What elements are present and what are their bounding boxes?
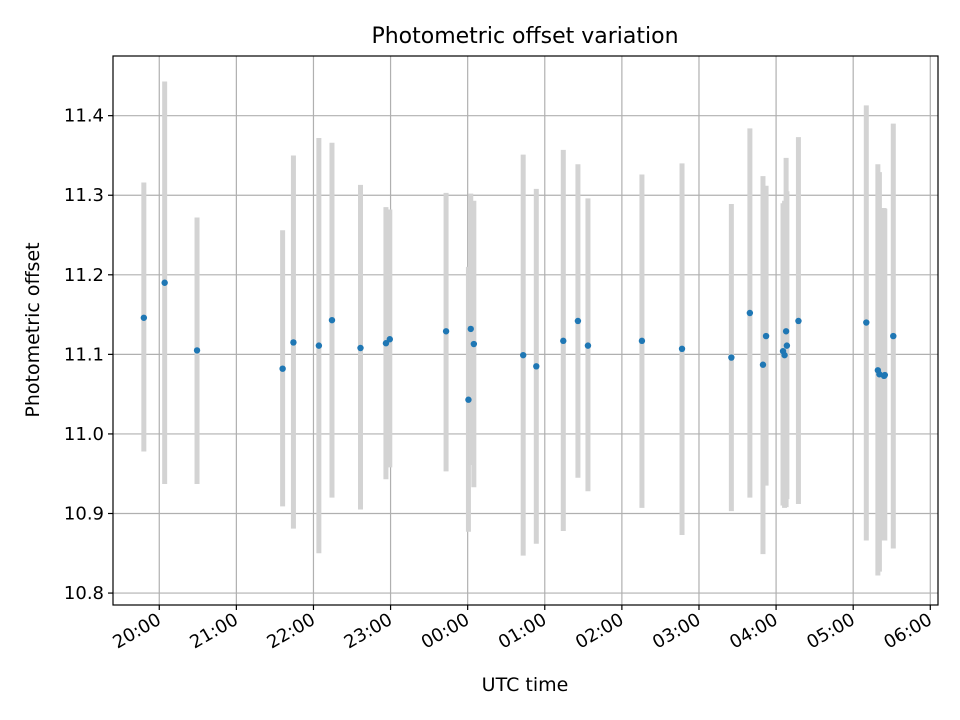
chart-title: Photometric offset variation (371, 24, 678, 49)
data-point (533, 363, 540, 370)
y-tick-label: 10.8 (64, 583, 104, 604)
data-point (746, 309, 754, 317)
data-point (290, 339, 297, 346)
data-point (442, 328, 450, 335)
y-tick-label: 11.3 (64, 185, 104, 206)
data-point (315, 342, 323, 349)
data-point (759, 361, 767, 368)
data-point (357, 344, 364, 352)
y-tick-label: 11.0 (64, 424, 104, 445)
data-point (467, 325, 474, 333)
data-point (782, 328, 790, 335)
y-tick-label: 10.9 (64, 504, 104, 525)
y-axis-label: Photometric offset (22, 242, 44, 417)
data-point (574, 317, 582, 325)
data-point (470, 340, 478, 348)
data-point (863, 319, 870, 326)
data-point (279, 365, 286, 372)
x-axis-label: UTC time (482, 674, 569, 696)
data-point (193, 347, 201, 354)
data-point (161, 279, 168, 286)
data-point (328, 316, 336, 324)
data-point (678, 345, 686, 352)
y-tick-label: 11.1 (64, 344, 104, 365)
y-tick-label: 11.2 (64, 265, 104, 286)
data-point (728, 354, 735, 361)
data-point (382, 340, 390, 347)
data-point (386, 336, 393, 343)
data-point (783, 342, 791, 349)
data-points (140, 279, 897, 403)
data-point (584, 342, 592, 349)
data-point (465, 396, 472, 403)
data-point (560, 337, 567, 345)
plot-frame (112, 55, 939, 606)
data-point (762, 332, 770, 340)
data-point (890, 332, 897, 340)
data-point (140, 314, 148, 321)
data-point (881, 371, 888, 379)
y-tick-label: 11.4 (64, 106, 104, 127)
data-point (781, 351, 788, 359)
y-axis-ticks: 10.8 10.9 11.0 11.1 11.2 11.3 11.4 (64, 106, 113, 604)
data-point (638, 337, 646, 345)
data-point (519, 351, 527, 359)
data-point (795, 317, 802, 325)
